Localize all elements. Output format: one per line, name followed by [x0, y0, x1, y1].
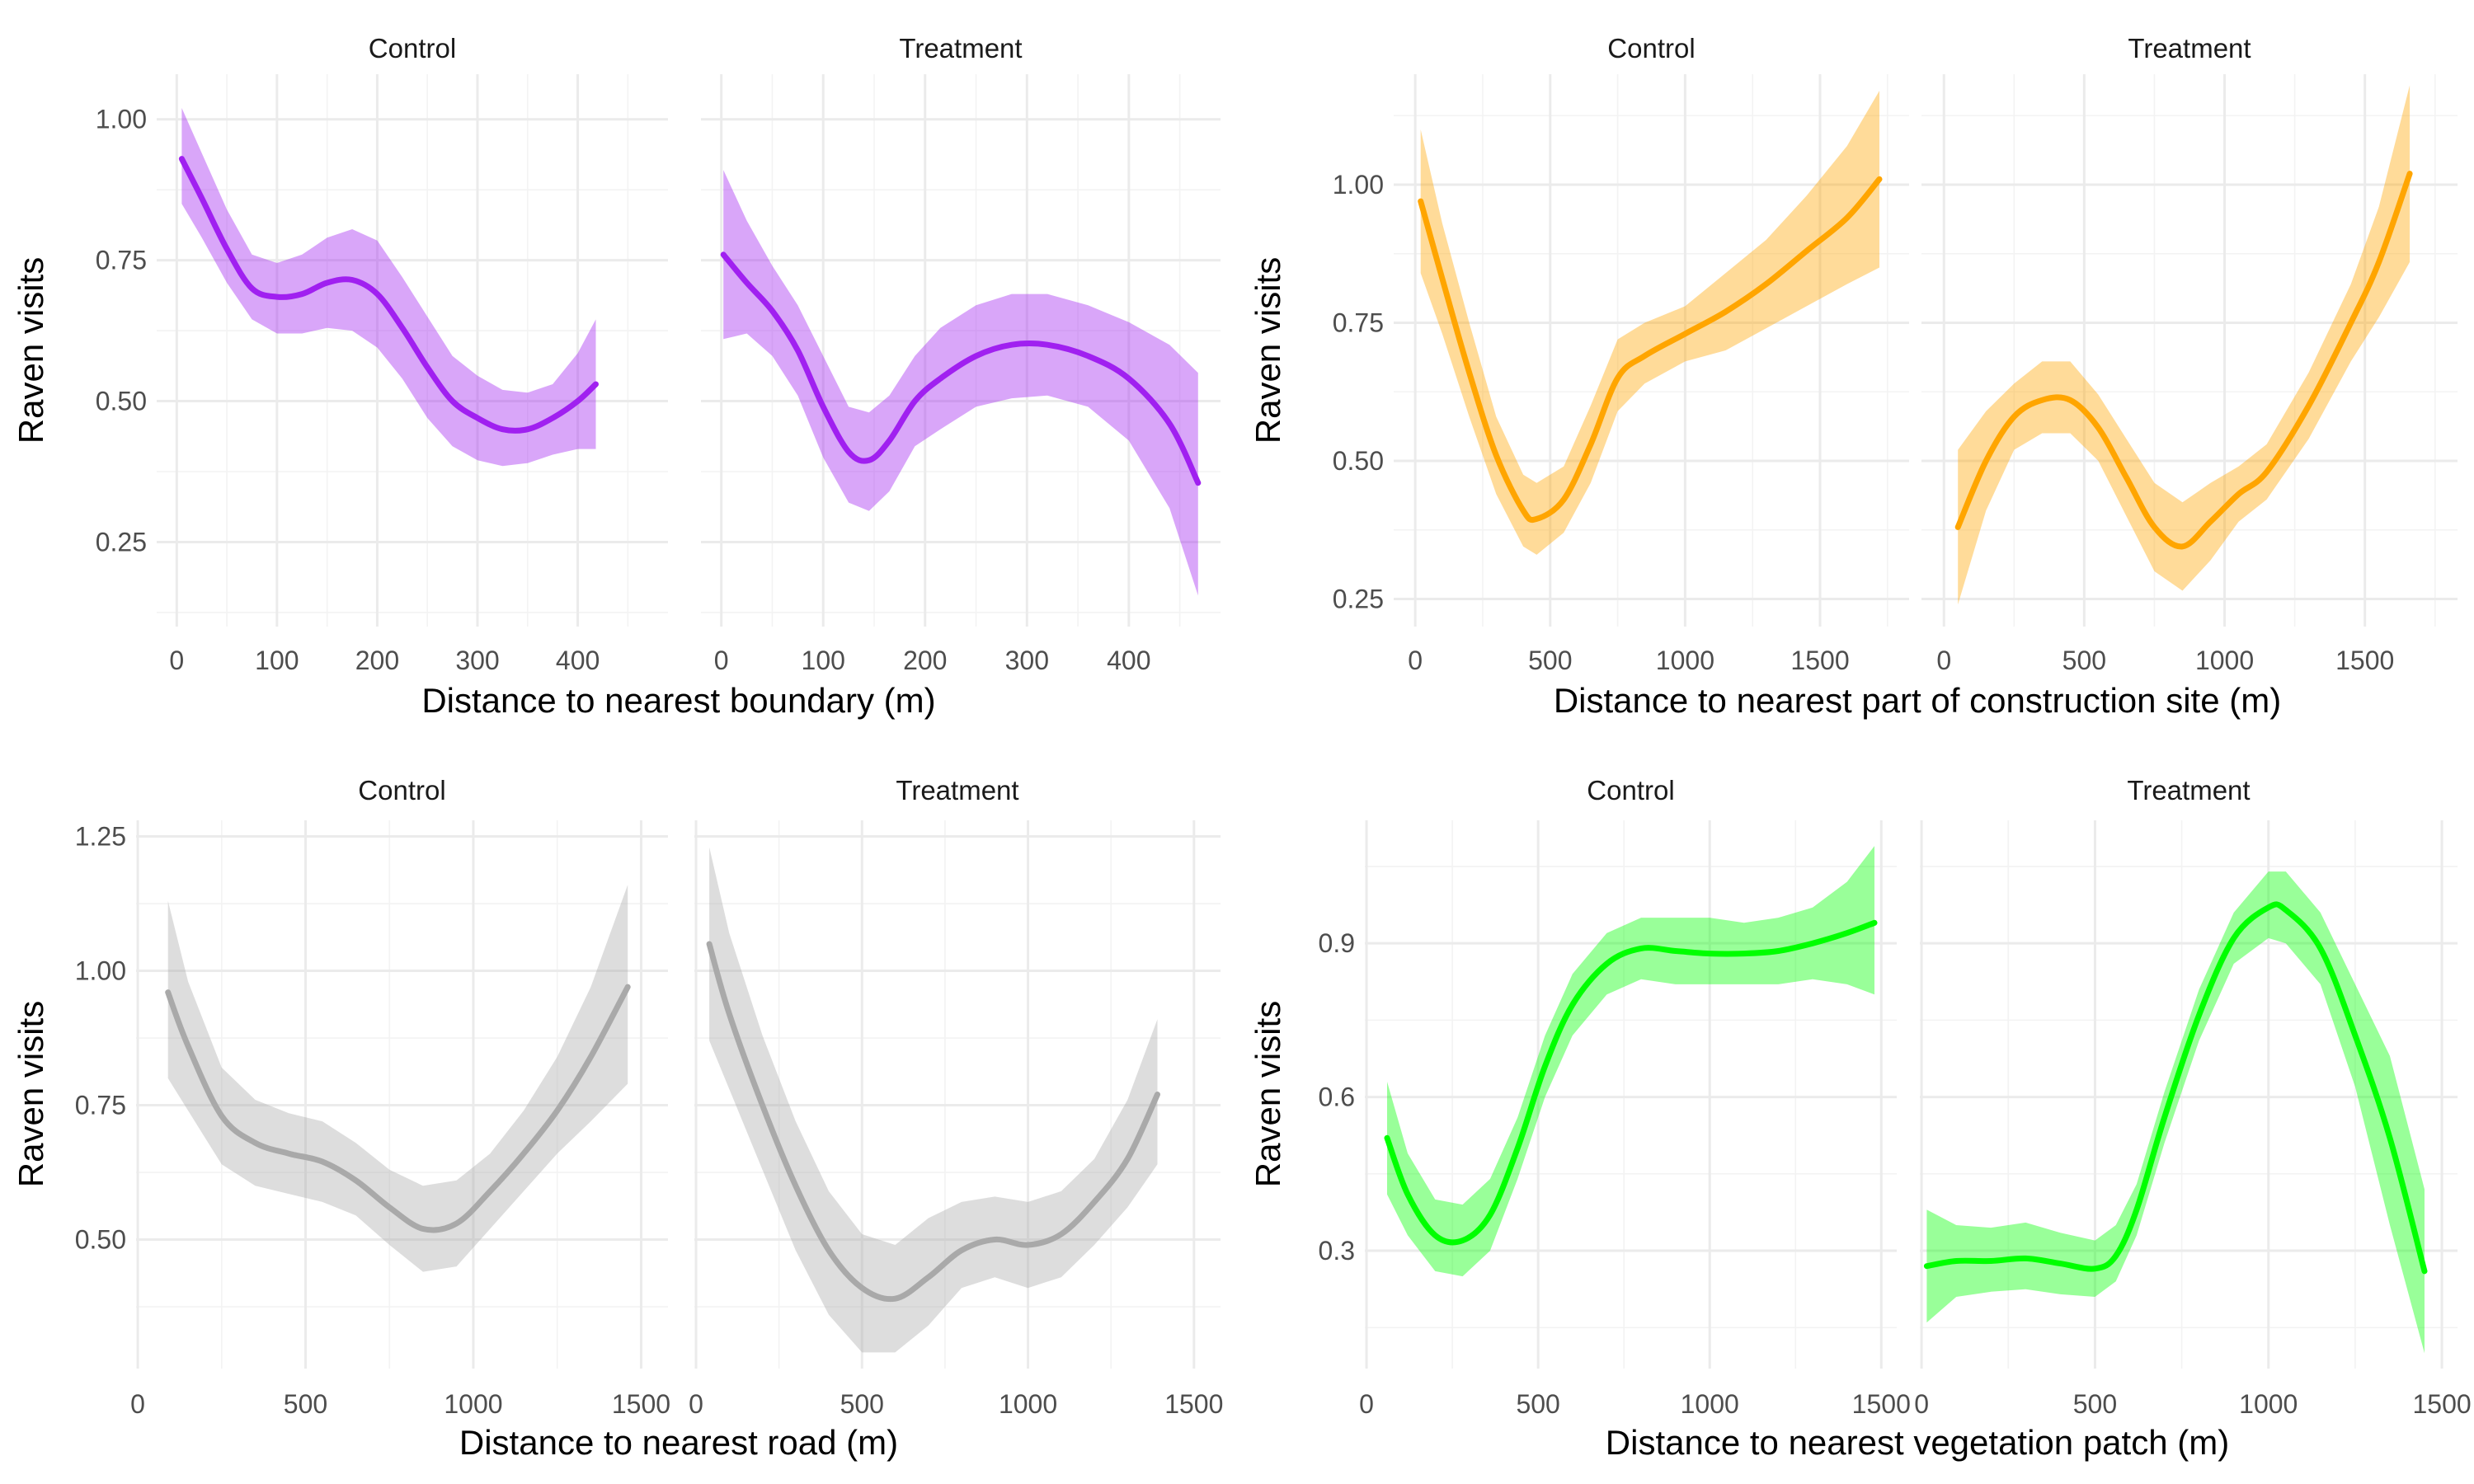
x-tick-label: 100: [802, 646, 845, 675]
y-axis-title: Raven visits: [12, 257, 50, 444]
x-tick-label: 0: [1359, 1389, 1374, 1419]
y-tick-label: 0.6: [1319, 1082, 1355, 1112]
y-axis-title: Raven visits: [12, 1001, 50, 1187]
y-tick-label: 1.00: [96, 105, 147, 134]
y-tick-label: 0.9: [1319, 928, 1355, 958]
facet-label: Treatment: [2128, 33, 2251, 63]
y-tick-label: 0.75: [1333, 308, 1384, 338]
x-tick-label: 1500: [2412, 1389, 2471, 1419]
y-tick-label: 1.25: [75, 822, 126, 852]
x-tick-label: 500: [1528, 646, 1572, 675]
facet-treatment: Treatment 0 100 200 300 400: [701, 33, 1221, 675]
x-tick-label: 0: [169, 646, 184, 675]
facet-label: Control: [358, 775, 445, 805]
y-tick-label: 0.25: [96, 527, 147, 556]
x-tick-label: 100: [255, 646, 299, 675]
y-tick-label: 0.50: [1333, 446, 1384, 476]
y-tick-label: 0.75: [96, 246, 147, 275]
confidence-band: [709, 847, 1158, 1353]
facet-label: Treatment: [899, 33, 1022, 63]
series-line: [720, 251, 1202, 486]
confidence-band: [167, 885, 628, 1272]
series-line: [706, 941, 1160, 1303]
y-tick-label: 0.75: [75, 1091, 126, 1120]
series-line: [165, 984, 631, 1233]
confidence-band: [1420, 91, 1879, 555]
x-tick-label: 1000: [2195, 646, 2254, 675]
chart-1: Control 0 100 200 300 400 0.25 0.50 0.75 1.00 Trea…: [12, 33, 1221, 720]
y-tick-label: 0.25: [1333, 585, 1384, 614]
x-tick-label: 1500: [2335, 646, 2394, 675]
x-tick-label: 1000: [999, 1389, 1057, 1419]
chart-4: Control 0 500 1000 1500 0.3 0.6 0.9 Treatment 0 50…: [1249, 775, 2472, 1462]
x-tick-label: 300: [1005, 646, 1049, 675]
y-axis-title: Raven visits: [1249, 257, 1287, 444]
x-tick-label: 1500: [612, 1389, 670, 1419]
x-tick-label: 1500: [1852, 1389, 1911, 1419]
facet-treatment: Treatment 0 500 1000 1500: [689, 775, 1223, 1419]
facet-treatment: Treatment 0 500 1000 1500: [1914, 775, 2471, 1419]
chart-2: Control 0 500 1000 1500 0.25 0.50 0.75 1.00 Treat…: [1249, 33, 2458, 720]
confidence-band: [1926, 871, 2425, 1354]
y-tick-label: 0.50: [96, 387, 147, 416]
y-axis-title: Raven visits: [1249, 1001, 1287, 1187]
facet-label: Treatment: [2127, 775, 2250, 805]
confidence-band: [1387, 846, 1874, 1277]
x-tick-label: 1000: [2239, 1389, 2298, 1419]
x-tick-label: 1000: [1681, 1389, 1739, 1419]
x-tick-label: 0: [1408, 646, 1423, 675]
x-tick-label: 1000: [1656, 646, 1714, 675]
x-axis-title: Distance to nearest boundary (m): [421, 681, 935, 720]
facet-label: Control: [1607, 33, 1695, 63]
confidence-band: [723, 170, 1198, 596]
x-tick-label: 0: [1936, 646, 1951, 675]
x-tick-label: 500: [284, 1389, 327, 1419]
x-tick-label: 0: [130, 1389, 145, 1419]
x-tick-label: 1500: [1790, 646, 1849, 675]
x-tick-label: 200: [903, 646, 947, 675]
x-tick-label: 0: [1914, 1389, 1929, 1419]
facet-label: Control: [1587, 775, 1674, 805]
confidence-band: [181, 108, 596, 467]
y-tick-label: 1.00: [1333, 170, 1384, 200]
facet-label: Control: [369, 33, 456, 63]
x-tick-label: 1500: [1164, 1389, 1223, 1419]
x-tick-label: 400: [556, 646, 600, 675]
facet-control: Control 0 500 1000 1500 0.50 0.75 1.00 1.25: [75, 775, 670, 1419]
x-tick-label: 1000: [444, 1389, 502, 1419]
series-line: [1954, 171, 2413, 550]
x-tick-label: 500: [2062, 646, 2106, 675]
series-line: [1384, 919, 1878, 1246]
chart-3: Control 0 500 1000 1500 0.50 0.75 1.00 1.25 Treat…: [12, 775, 1223, 1462]
x-tick-label: 300: [455, 646, 499, 675]
x-axis-title: Distance to nearest vegetation patch (m): [1606, 1423, 2229, 1462]
series-line: [1418, 176, 1883, 524]
x-tick-label: 500: [2073, 1389, 2117, 1419]
x-tick-label: 200: [355, 646, 399, 675]
x-tick-label: 500: [840, 1389, 884, 1419]
y-tick-label: 1.00: [75, 956, 126, 986]
x-axis-title: Distance to nearest part of construction…: [1554, 681, 2281, 720]
x-tick-label: 0: [689, 1389, 703, 1419]
x-tick-label: 400: [1107, 646, 1150, 675]
facet-control: Control 0 500 1000 1500 0.3 0.6 0.9: [1319, 775, 1911, 1419]
x-tick-label: 0: [714, 646, 729, 675]
facet-treatment: Treatment 0 500 1000 1500: [1921, 33, 2458, 675]
x-axis-title: Distance to nearest road (m): [459, 1423, 898, 1462]
y-tick-label: 0.3: [1319, 1236, 1355, 1266]
facet-label: Treatment: [896, 775, 1018, 805]
y-tick-label: 0.50: [75, 1225, 126, 1255]
series-line: [1923, 901, 2428, 1275]
facet-control: Control 0 500 1000 1500 0.25 0.50 0.75 1.00: [1333, 33, 1909, 675]
facet-control: Control 0 100 200 300 400 0.25 0.50 0.75 1.00: [96, 33, 668, 675]
series-line: [178, 156, 599, 434]
x-tick-label: 500: [1516, 1389, 1559, 1419]
